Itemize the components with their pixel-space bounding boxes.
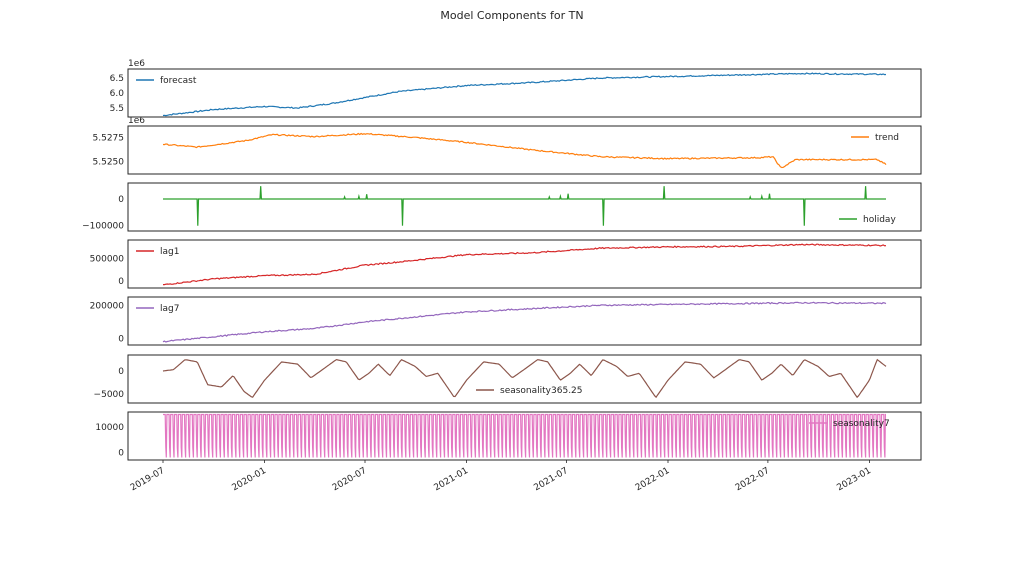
panel-frame xyxy=(127,68,922,118)
panel-frame xyxy=(127,411,922,461)
panel-frame xyxy=(127,182,922,232)
y-tick-label: 10000 xyxy=(95,423,124,433)
y-tick-label: 0 xyxy=(118,277,124,287)
chart-title: Model Components for TN xyxy=(440,9,583,22)
series-line-seasonality365.25 xyxy=(162,358,887,399)
x-tick-label: 2023-01 xyxy=(835,466,873,493)
x-tick-label: 2020-01 xyxy=(230,466,268,493)
x-tick-label: 2020-07 xyxy=(331,466,369,493)
legend-label: lag1 xyxy=(160,247,179,257)
y-tick-label: −100000 xyxy=(82,222,124,232)
x-tick-label: 2019-07 xyxy=(129,466,167,493)
x-tick-label: 2022-01 xyxy=(634,466,672,493)
series-line-trend xyxy=(162,132,887,169)
y-tick-label: 5.5275 xyxy=(93,134,125,144)
series-line-lag1 xyxy=(163,243,887,286)
panel-holiday: 0 −100000 holiday xyxy=(82,182,922,232)
series-line-lag7 xyxy=(162,301,887,343)
y-tick-label: 0 xyxy=(118,195,124,205)
y-tick-label: 0 xyxy=(118,334,124,344)
series-line-forecast xyxy=(162,72,887,117)
offset-label: 1e6 xyxy=(128,116,145,126)
legend-label: seasonality7 xyxy=(833,419,890,429)
panel-forecast: 1e6 6.5 6.0 5.5 forecast xyxy=(110,59,922,118)
y-tick-label: 0 xyxy=(118,448,124,458)
legend-label: lag7 xyxy=(160,304,179,314)
series-line-holiday xyxy=(163,186,886,226)
y-tick-label: 500000 xyxy=(90,254,125,264)
legend-label: seasonality365.25 xyxy=(500,386,583,396)
y-tick-label: 5.5250 xyxy=(93,158,125,168)
x-tick-label: 2021-07 xyxy=(532,466,570,493)
legend-label: trend xyxy=(875,133,899,143)
y-tick-label: 0 xyxy=(118,367,124,377)
panel-frame xyxy=(127,354,922,404)
y-tick-label: −5000 xyxy=(94,390,125,400)
offset-label: 1e6 xyxy=(128,59,145,69)
y-tick-label: 200000 xyxy=(90,301,125,311)
y-tick-label: 6.0 xyxy=(110,89,125,99)
x-tick-label: 2022-07 xyxy=(734,466,772,493)
panel-seasonality7: 10000 0 seasonality7 xyxy=(95,411,922,461)
y-tick-label: 6.5 xyxy=(110,74,124,84)
legend-label: forecast xyxy=(160,76,197,86)
panel-frame xyxy=(127,125,922,175)
y-tick-label: 5.5 xyxy=(110,104,124,114)
series-line-seasonality7 xyxy=(163,413,886,458)
panel-frame xyxy=(127,296,922,346)
panel-lag1: 500000 0 lag1 xyxy=(90,239,922,289)
x-tick-label: 2021-01 xyxy=(432,466,470,493)
panel-frame xyxy=(127,239,922,289)
panel-seasonality365.25: 0 −5000 seasonality365.25 xyxy=(94,354,922,404)
legend-label: holiday xyxy=(863,215,896,225)
panel-lag7: 200000 0 lag7 xyxy=(90,296,922,346)
